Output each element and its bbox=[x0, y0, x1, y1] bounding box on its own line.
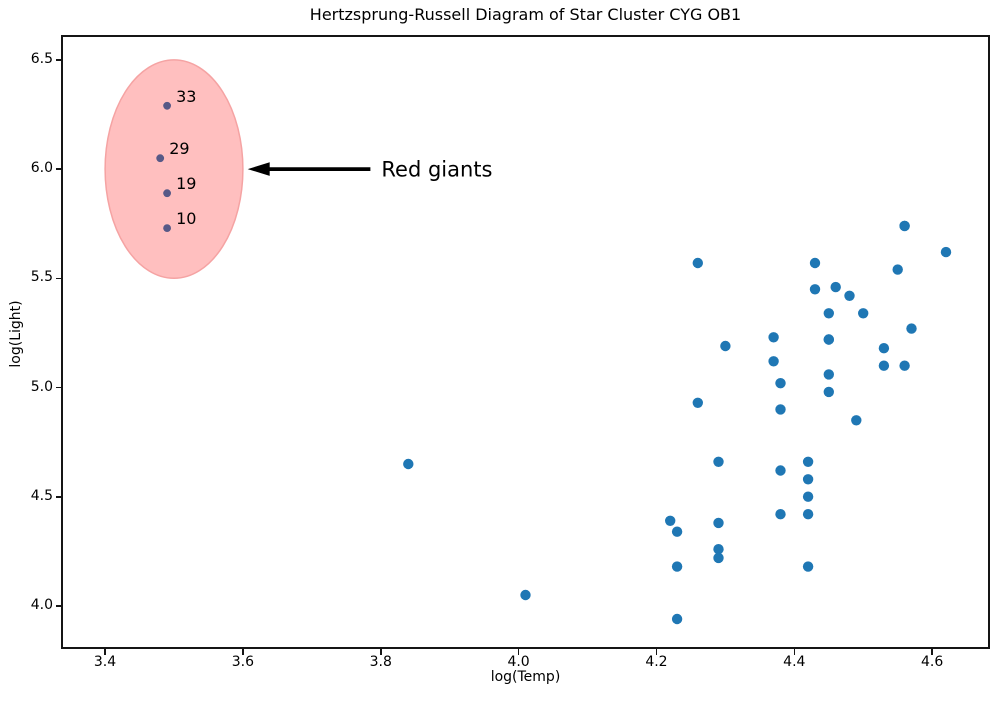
y-tick-label: 5.5 bbox=[30, 269, 53, 286]
y-tick-label: 6.5 bbox=[30, 50, 53, 67]
y-tick-label: 5.0 bbox=[30, 378, 53, 395]
y-tick-mark bbox=[55, 386, 61, 389]
main-sequence-point bbox=[775, 378, 786, 389]
main-sequence-point bbox=[802, 456, 814, 467]
main-sequence-point bbox=[768, 332, 779, 343]
x-tick-label: 4.2 bbox=[645, 654, 668, 670]
main-sequence-point bbox=[851, 415, 862, 426]
main-sequence-point bbox=[809, 284, 821, 295]
red-giants-annotation-text: Red giants bbox=[381, 158, 492, 182]
scatter-plot-canvas: 33 29 19 10 Red giants bbox=[104, 59, 952, 625]
main-sequence-point bbox=[906, 323, 917, 334]
y-tick-label: 4.5 bbox=[30, 487, 53, 504]
main-sequence-point bbox=[802, 561, 814, 572]
main-sequence-point bbox=[775, 465, 786, 476]
main-sequence-point bbox=[823, 308, 834, 319]
main-sequence-point bbox=[768, 356, 779, 367]
red-giant-point-label: 19 bbox=[176, 174, 196, 193]
y-tick-mark bbox=[55, 495, 61, 498]
main-sequence-point bbox=[713, 544, 724, 555]
red-giant-point-label: 29 bbox=[169, 139, 189, 158]
main-sequence-point bbox=[802, 474, 814, 485]
x-tick-label: 3.6 bbox=[231, 654, 255, 670]
main-sequence-point bbox=[775, 509, 786, 520]
main-sequence-point bbox=[830, 281, 841, 293]
main-sequence-point bbox=[720, 340, 731, 352]
main-sequence-point bbox=[665, 515, 676, 526]
x-tick-label: 3.8 bbox=[369, 654, 392, 670]
main-sequence-point bbox=[878, 343, 890, 354]
red-giant-point-label: 33 bbox=[176, 87, 196, 106]
x-tick-mark bbox=[379, 649, 382, 655]
main-sequence-point bbox=[671, 526, 683, 537]
main-sequence-point bbox=[802, 509, 814, 520]
red-giants-ellipse bbox=[104, 59, 244, 280]
y-tick-mark bbox=[55, 605, 61, 607]
red-giant-point bbox=[163, 224, 171, 233]
main-sequence-point bbox=[671, 613, 683, 625]
x-tick-label: 3.4 bbox=[93, 654, 117, 670]
main-sequence-point bbox=[844, 290, 855, 301]
red-giant-point bbox=[163, 189, 171, 198]
y-tick-mark bbox=[55, 277, 61, 280]
main-sequence-point bbox=[940, 246, 952, 258]
plot-area: 33 29 19 10 Red giants bbox=[61, 35, 990, 649]
main-sequence-point bbox=[823, 369, 834, 380]
x-tick-mark bbox=[655, 649, 658, 655]
main-sequence-point bbox=[520, 589, 531, 601]
main-sequence-point bbox=[775, 404, 786, 415]
main-sequence-point bbox=[899, 360, 910, 371]
red-giant-point bbox=[156, 154, 165, 163]
chart-title: Hertzsprung-Russell Diagram of Star Clus… bbox=[309, 5, 742, 24]
main-sequence-point bbox=[713, 456, 724, 467]
x-tick-label: 4.6 bbox=[921, 654, 944, 670]
red-giant-point-label: 10 bbox=[176, 209, 196, 228]
x-tick-mark bbox=[517, 649, 520, 655]
main-sequence-point bbox=[403, 458, 414, 470]
annotation-arrow-head bbox=[247, 162, 270, 176]
x-tick-label: 4.0 bbox=[507, 654, 530, 670]
main-sequence-point bbox=[823, 386, 834, 398]
y-axis-label: log(Light) bbox=[8, 300, 24, 368]
x-tick-mark bbox=[242, 649, 244, 655]
main-sequence-point bbox=[692, 257, 703, 269]
x-tick-mark bbox=[104, 649, 106, 655]
y-tick-label: 4.0 bbox=[30, 596, 53, 613]
main-sequence-point bbox=[713, 517, 724, 529]
y-tick-mark bbox=[55, 59, 61, 61]
main-sequence-point bbox=[823, 334, 834, 345]
main-sequence-point bbox=[671, 561, 683, 572]
y-tick-mark bbox=[55, 168, 61, 170]
main-sequence-point bbox=[878, 360, 890, 371]
x-tick-mark bbox=[793, 649, 796, 655]
x-tick-mark bbox=[931, 649, 933, 655]
main-sequence-point bbox=[802, 491, 814, 502]
main-sequence-point bbox=[713, 552, 724, 564]
main-sequence-point bbox=[858, 308, 869, 319]
main-sequence-point bbox=[899, 220, 910, 232]
x-axis-label: log(Temp) bbox=[490, 669, 561, 685]
x-tick-label: 4.4 bbox=[783, 654, 806, 670]
red-giant-point bbox=[163, 101, 171, 110]
y-tick-label: 6.0 bbox=[30, 160, 53, 177]
main-sequence-point bbox=[692, 397, 703, 408]
main-sequence-point bbox=[892, 264, 903, 275]
main-sequence-point bbox=[809, 257, 821, 269]
